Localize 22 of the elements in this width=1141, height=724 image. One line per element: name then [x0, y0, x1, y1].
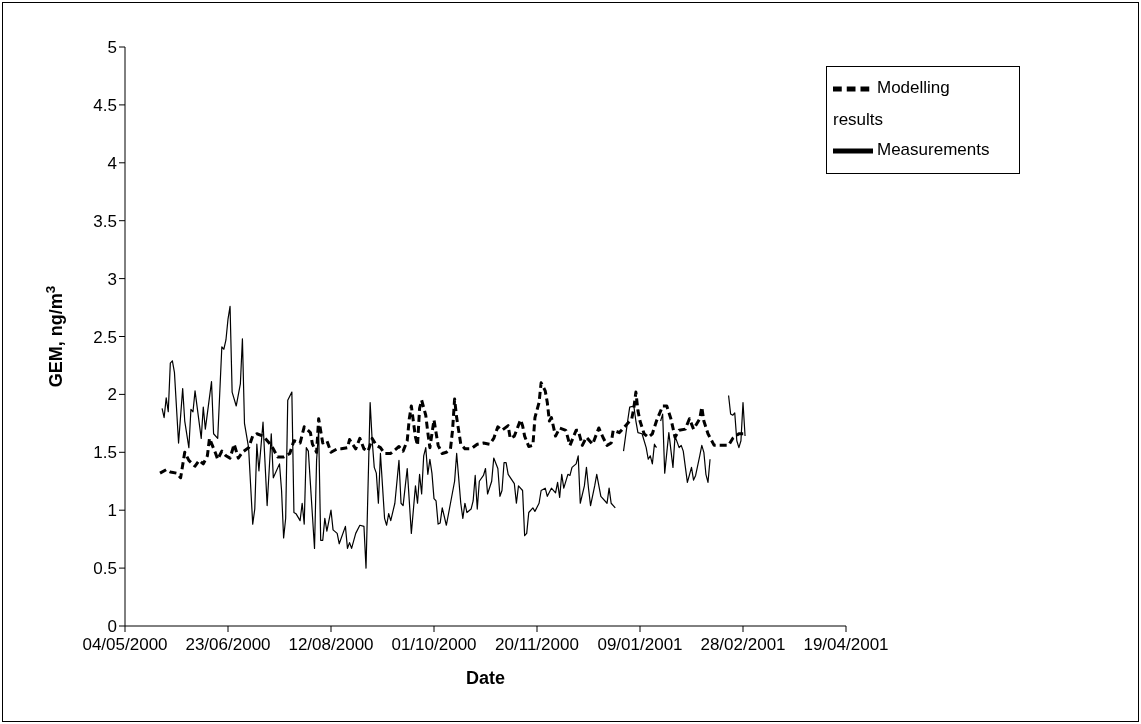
y-tick-label: 2.5 [93, 327, 117, 347]
x-axis-title: Date [465, 668, 506, 688]
legend-label: Modelling results [833, 78, 950, 129]
y-tick-label: 0 [107, 617, 117, 637]
x-tick-label: 09/01/2001 [597, 635, 683, 655]
x-tick-label: 12/08/2000 [288, 635, 374, 655]
y-tick-label: 0.5 [93, 559, 117, 579]
legend-label: Measurements [877, 140, 990, 160]
y-tick-label: 1.5 [93, 443, 117, 463]
y-tick-label: 1 [107, 501, 117, 521]
x-tick-label: 04/05/2000 [82, 635, 168, 655]
y-tick-label: 4 [107, 153, 117, 173]
x-tick-label: 20/11/2000 [495, 635, 579, 655]
x-tick-label: 23/06/2000 [185, 635, 271, 655]
x-tick-label: 01/10/2000 [391, 635, 477, 655]
y-tick-label: 3.5 [93, 211, 117, 231]
y-tick-label: 5 [107, 38, 117, 58]
x-tick-label: 28/02/2001 [700, 635, 786, 655]
y-tick-label: 3 [107, 269, 117, 289]
y-tick-label: 2 [107, 385, 117, 405]
x-tick-label: 19/04/2001 [803, 635, 889, 655]
y-tick-label: 4.5 [93, 95, 117, 115]
